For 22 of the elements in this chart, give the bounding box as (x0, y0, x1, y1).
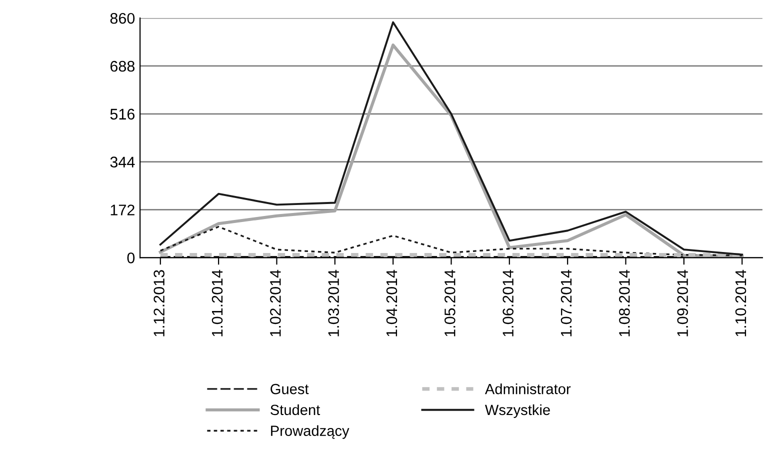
legend-label: Wszystkie (484, 404, 550, 418)
legend-label: Student (270, 404, 320, 416)
x-tick-label: 1.12.2013 (154, 270, 164, 336)
x-tick-label: 1.05.2014 (444, 270, 456, 336)
x-tick-label: 1.04.2014 (386, 270, 398, 336)
x-tick-label: 1.07.2014 (560, 270, 572, 336)
x-tick-label: 1.03.2014 (328, 270, 340, 336)
x-tick-label: 1.10.2014 (735, 270, 746, 336)
y-tick-label: 860 (110, 12, 135, 24)
x-tick-label: 1.06.2014 (502, 270, 514, 336)
y-tick-label: 516 (110, 108, 135, 120)
legend-label: Prowadzący (271, 425, 350, 439)
x-tick-label: 1.02.2014 (270, 270, 281, 336)
y-tick-label: 0 (127, 252, 135, 264)
legend-label: Administrator (484, 383, 571, 394)
y-tick-label: 688 (110, 60, 135, 72)
x-tick-label: 1.01.2014 (212, 270, 223, 336)
legend-label: Guest (270, 384, 309, 394)
y-tick-label: 172 (110, 204, 134, 216)
x-tick-label: 1.09.2014 (677, 270, 688, 336)
y-tick-label: 344 (110, 156, 135, 168)
x-tick-label: 1.08.2014 (619, 270, 630, 336)
